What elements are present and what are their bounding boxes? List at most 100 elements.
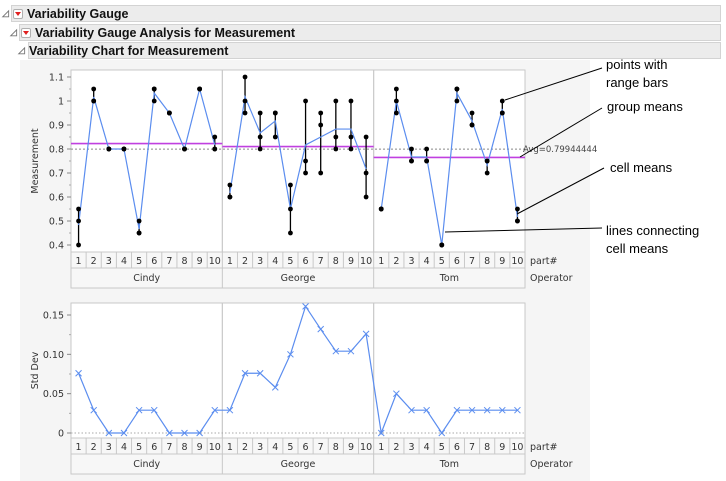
data-point xyxy=(333,146,339,152)
part-label: 8 xyxy=(484,442,490,453)
std-dev-marker-x-icon xyxy=(166,429,173,437)
data-point xyxy=(166,110,172,116)
data-point xyxy=(242,98,248,104)
data-point xyxy=(333,134,339,140)
annotation-points-with-range-bars: points with range bars xyxy=(606,56,668,92)
annotation-group-means: group means xyxy=(607,98,683,116)
leader-cell-means xyxy=(516,167,605,215)
part-label: 5 xyxy=(136,256,142,267)
data-point xyxy=(499,98,505,104)
part-label: 10 xyxy=(360,256,372,267)
data-point xyxy=(333,98,339,104)
data-point xyxy=(91,86,97,92)
y-tick-label: 1.1 xyxy=(49,73,64,84)
part-label: 5 xyxy=(439,442,445,453)
std-dev-marker-x-icon xyxy=(90,406,98,414)
std-dev-marker-x-icon xyxy=(498,406,506,414)
part-label: 6 xyxy=(454,256,460,267)
part-label: 3 xyxy=(106,442,112,453)
data-point xyxy=(454,86,460,92)
red-triangle-menu-icon[interactable] xyxy=(21,27,31,38)
std-dev-marker-x-icon xyxy=(377,429,385,437)
annotation-lines-connecting: lines connecting cell means xyxy=(606,222,699,258)
data-point xyxy=(227,194,233,200)
disclosure-triangle-icon[interactable]: ◿ xyxy=(10,27,17,37)
y-tick-label: 0.05 xyxy=(43,389,64,400)
data-point xyxy=(136,230,142,236)
data-point xyxy=(182,146,187,152)
part-label: 7 xyxy=(469,442,475,453)
part-label: 6 xyxy=(454,442,460,453)
part-label: 5 xyxy=(287,256,293,267)
std-dev-marker-x-icon xyxy=(287,350,294,358)
std-dev-marker-x-icon xyxy=(271,384,279,391)
part-label: 2 xyxy=(91,256,97,267)
data-point xyxy=(212,134,218,140)
data-point xyxy=(91,98,97,104)
data-point xyxy=(363,134,369,140)
part-label: 1 xyxy=(227,256,233,267)
cell-mean-line xyxy=(77,86,216,230)
data-point xyxy=(242,74,248,80)
part-label: 4 xyxy=(272,442,278,453)
part-label: 8 xyxy=(181,256,187,267)
data-point xyxy=(76,218,81,224)
part-label: 5 xyxy=(439,256,445,267)
operator-label: George xyxy=(281,459,316,470)
part-label: 10 xyxy=(360,442,372,453)
y-tick-label: 0.10 xyxy=(43,350,64,361)
data-point xyxy=(303,158,308,164)
std-dev-marker-x-icon xyxy=(181,429,188,437)
outline-title: Variability Gauge Analysis for Measureme… xyxy=(35,25,296,40)
std-dev-line xyxy=(78,304,518,436)
part-label: 10 xyxy=(511,442,523,453)
y-tick-label: 0.8 xyxy=(49,145,64,156)
operator-label: Tom xyxy=(439,459,459,470)
red-triangle-menu-icon[interactable] xyxy=(13,8,23,19)
leader-lines-connecting xyxy=(444,227,603,233)
data-point xyxy=(121,146,127,152)
cell-mean-line xyxy=(380,91,519,246)
y-tick-label: 0 xyxy=(58,429,64,440)
part-label: 5 xyxy=(287,442,293,453)
data-point xyxy=(424,146,430,152)
part-label: 1 xyxy=(227,442,233,453)
x-level-label-part: part# xyxy=(530,256,557,267)
outline-title: Variability Chart for Measurement xyxy=(29,43,229,58)
std-dev-marker-x-icon xyxy=(302,302,309,310)
annotation-line: cell means xyxy=(606,241,669,256)
part-label: 9 xyxy=(348,256,354,267)
data-point xyxy=(393,86,399,92)
part-label: 7 xyxy=(166,256,172,267)
data-point xyxy=(288,230,293,236)
x-level-label-operator: Operator xyxy=(530,459,573,470)
std-dev-marker-x-icon xyxy=(256,369,264,377)
x-level-label-part: part# xyxy=(530,442,557,453)
part-label: 7 xyxy=(318,256,324,267)
std-dev-marker-x-icon xyxy=(423,406,430,414)
data-point xyxy=(348,146,354,152)
part-label: 8 xyxy=(333,442,339,453)
part-label: 7 xyxy=(318,442,324,453)
part-label: 8 xyxy=(333,256,339,267)
data-point xyxy=(409,146,414,152)
data-point xyxy=(106,146,112,152)
data-point xyxy=(257,134,263,140)
plot-area xyxy=(70,302,526,439)
part-label: 9 xyxy=(197,442,203,453)
data-point xyxy=(288,182,293,188)
part-label: 9 xyxy=(348,442,354,453)
part-label: 3 xyxy=(257,442,263,453)
operator-label: Tom xyxy=(439,273,459,284)
x-level-label-operator: Operator xyxy=(530,273,573,284)
std-dev-marker-x-icon xyxy=(120,429,128,437)
disclosure-triangle-icon[interactable]: ◿ xyxy=(2,8,9,18)
part-label: 8 xyxy=(181,442,187,453)
part-label: 9 xyxy=(499,256,505,267)
y-tick-label: 0.6 xyxy=(49,193,64,204)
leader-group-means xyxy=(519,107,603,158)
part-label: 4 xyxy=(121,256,127,267)
data-point xyxy=(499,110,505,116)
part-label: 9 xyxy=(197,256,203,267)
disclosure-triangle-icon[interactable]: ◿ xyxy=(18,45,25,55)
